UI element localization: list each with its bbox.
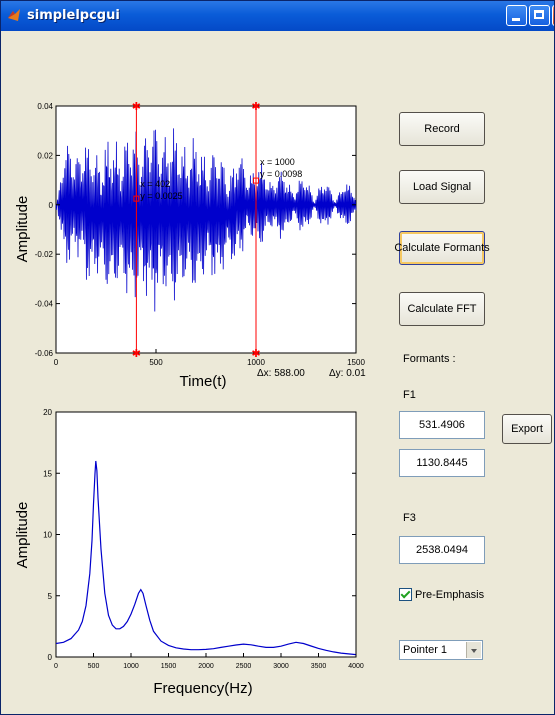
time-signal-chart[interactable]: 0.040.020-0.02-0.04-0.060 500 1000 1500 ✱✱x… (1, 96, 381, 391)
x-tick-label: 0 (54, 663, 58, 670)
f3-label: F3 (403, 512, 416, 524)
spectrum-line (55, 460, 357, 656)
spectrum-plot-area (55, 411, 357, 658)
cursor-handle-icon[interactable]: ✱ (251, 348, 260, 360)
x-tick-label: 1500 (347, 358, 365, 367)
matlab-icon (8, 9, 20, 21)
cursor-y-label: y = 0.0025 (140, 191, 182, 201)
x-tick-label: 500 (88, 663, 100, 670)
pointer-select-value: Pointer 1 (403, 644, 448, 656)
cursor-handle-icon[interactable]: ✱ (132, 101, 141, 113)
f3-field[interactable]: 2538.0494 (399, 536, 485, 564)
x-tick-label: 2500 (236, 663, 252, 670)
title-bar[interactable]: simplelpcgui (1, 1, 554, 31)
y-tick-label: -0.06 (35, 349, 54, 358)
pre-emphasis-checkbox[interactable]: Pre-Emphasis (399, 588, 484, 601)
cursor-x-label: x = 1000 (260, 157, 295, 167)
maximize-icon[interactable] (529, 5, 550, 26)
f2-field[interactable]: 1130.8445 (399, 449, 485, 477)
cursor-y-label: y = 0.0098 (260, 169, 302, 179)
f1-label: F1 (403, 389, 416, 401)
checkmark-icon[interactable] (399, 588, 412, 601)
x-tick-label: 1000 (247, 358, 265, 367)
y-tick-label: 0.02 (37, 151, 53, 160)
x-tick-label: 3500 (311, 663, 327, 670)
cursor-marker (133, 195, 140, 202)
cursor-x-label: x = 402 (140, 179, 170, 189)
x-tick-label: 4000 (348, 663, 364, 670)
y-tick-label: 20 (43, 408, 52, 417)
y-tick-label: 0 (49, 201, 54, 210)
record-button[interactable]: Record (399, 112, 485, 146)
x-tick-label: 0 (54, 358, 59, 367)
x-tick-label: 500 (149, 358, 163, 367)
x-tick-label: 1500 (161, 663, 177, 670)
close-icon[interactable] (552, 5, 554, 26)
y-tick-label: 15 (43, 469, 52, 478)
cursor-marker (253, 177, 259, 184)
minimize-icon[interactable] (506, 5, 527, 26)
x-tick-label: 3000 (273, 663, 289, 670)
calculate-fft-button[interactable]: Calculate FFT (399, 292, 485, 326)
export-button[interactable]: Export (502, 414, 552, 444)
spectrum-y-axis-label: Amplitude (14, 502, 31, 569)
delta-x-readout: Δx: 588.00 (257, 368, 305, 379)
y-tick-label: 10 (43, 531, 52, 540)
delta-y-readout: Δy: 0.01 (329, 368, 366, 379)
y-tick-label: 0 (48, 653, 53, 662)
formants-heading: Formants : (403, 353, 456, 365)
chevron-down-icon[interactable] (466, 642, 481, 658)
calculate-formants-button[interactable]: Calculate Formants (394, 231, 490, 265)
pointer-select[interactable]: Pointer 1 (399, 640, 483, 660)
f1-field[interactable]: 531.4906 (399, 411, 485, 439)
x-tick-label: 2000 (198, 663, 214, 670)
cursor-handle-icon[interactable]: ✱ (132, 348, 141, 360)
cursor-handle-icon[interactable]: ✱ (251, 101, 260, 113)
window-title: simplelpcgui (27, 8, 120, 23)
pre-emphasis-label: Pre-Emphasis (415, 588, 485, 601)
time-x-axis-label: Time(t) (180, 373, 227, 390)
time-y-axis-label: Amplitude (14, 196, 31, 263)
y-tick-label: 0.04 (37, 102, 53, 111)
y-tick-label: -0.02 (35, 250, 54, 259)
spectrum-x-axis-label: Frequency(Hz) (153, 680, 252, 697)
y-tick-label: -0.04 (35, 300, 54, 309)
y-tick-label: 5 (48, 592, 53, 601)
x-tick-label: 1000 (123, 663, 139, 670)
load-signal-button[interactable]: Load Signal (399, 170, 485, 204)
